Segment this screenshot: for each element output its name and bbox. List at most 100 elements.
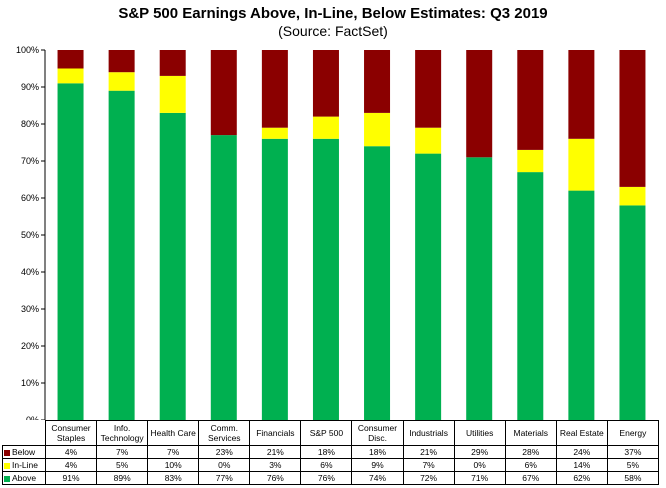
bar-above <box>108 90 135 420</box>
y-tick-label: 0% <box>26 415 39 420</box>
series-name: In-Line <box>12 460 38 470</box>
bar-inline <box>415 127 442 154</box>
bar-inline <box>261 127 288 139</box>
y-axis: 0% 10% 20% 30% 40% 50% 60% 70% 80% 90% 100% <box>16 45 46 420</box>
data-label: 18% <box>351 445 404 459</box>
bar-inline <box>619 186 646 206</box>
data-label: 21% <box>402 445 455 459</box>
data-label: 37% <box>606 445 659 459</box>
bar-inline <box>159 75 186 113</box>
table-row-below: Below 4% 7% 7% 23% 21% 18% 18% 21% 29% 28% 24% 37% <box>2 445 659 459</box>
category-label: Utilities <box>453 420 506 446</box>
y-tick-label: 50% <box>21 230 39 240</box>
bar-below <box>568 50 595 139</box>
bar-above <box>364 146 391 420</box>
data-label: 83% <box>147 471 200 485</box>
table-row-inline: In-Line 4% 5% 10% 0% 3% 6% 9% 7% 0% 6% 14% 5% <box>2 458 659 472</box>
y-tick-label: 40% <box>21 267 39 277</box>
data-label: 14% <box>555 458 608 472</box>
data-label: 5% <box>96 458 149 472</box>
category-label: S&P 500 <box>300 420 353 446</box>
category-label: Real Estate <box>555 420 608 446</box>
data-label: 3% <box>249 458 302 472</box>
y-tick-label: 80% <box>21 119 39 129</box>
y-tick-label: 60% <box>21 193 39 203</box>
bar-inline <box>568 138 595 191</box>
data-label: 62% <box>555 471 608 485</box>
bar-below <box>210 50 237 136</box>
bar-below <box>57 50 84 69</box>
data-label: 7% <box>147 445 200 459</box>
category-label: Materials <box>504 420 557 446</box>
bar-above <box>517 172 544 420</box>
bar-inline <box>517 149 544 173</box>
legend-swatch <box>4 449 10 456</box>
chart-title: S&P 500 Earnings Above, In-Line, Below E… <box>118 5 548 22</box>
data-label: 67% <box>504 471 557 485</box>
data-label: 72% <box>402 471 455 485</box>
y-tick-label: 70% <box>21 156 39 166</box>
data-label: 6% <box>504 458 557 472</box>
bar-below <box>466 50 493 158</box>
data-label: 0% <box>453 458 506 472</box>
table-row-above: Above 91% 89% 83% 77% 76% 76% 74% 72% 71% 67% 62% 58… <box>2 471 659 485</box>
category-label: Energy <box>606 420 659 446</box>
data-label: 74% <box>351 471 404 485</box>
data-label: 10% <box>147 458 200 472</box>
data-label: 24% <box>555 445 608 459</box>
category-label: Consumer Staples <box>44 420 98 446</box>
series-label: Above <box>2 471 46 485</box>
series-name: Below <box>12 447 36 457</box>
bar-below <box>517 50 544 150</box>
bar-below <box>159 50 186 76</box>
y-tick-label: 10% <box>21 378 39 388</box>
bar-below <box>619 50 646 187</box>
data-label: 23% <box>198 445 251 459</box>
data-label: 76% <box>300 471 353 485</box>
y-tick-label: 100% <box>16 45 39 55</box>
bar-above <box>57 83 84 420</box>
chart-subtitle: (Source: FactSet) <box>278 23 388 39</box>
data-label: 91% <box>44 471 98 485</box>
data-label: 29% <box>453 445 506 459</box>
data-label: 5% <box>606 458 659 472</box>
bar-above <box>159 112 186 420</box>
data-label: 7% <box>96 445 149 459</box>
y-tick-label: 20% <box>21 341 39 351</box>
data-label: 21% <box>249 445 302 459</box>
bar-above <box>415 153 442 420</box>
category-label: Financials <box>249 420 302 446</box>
series-name: Above <box>12 473 37 483</box>
bar-above <box>568 190 595 420</box>
bar-below <box>415 50 442 128</box>
stacked-bar-chart: 0% 10% 20% 30% 40% 50% 60% 70% 80% 90% 100% <box>16 45 646 420</box>
data-label: 6% <box>300 458 353 472</box>
data-label: 77% <box>198 471 251 485</box>
bar-above <box>619 205 646 420</box>
bar-inline <box>57 68 84 84</box>
category-label: Info. Technology <box>96 420 149 446</box>
data-label: 4% <box>44 458 98 472</box>
legend-swatch <box>4 475 10 482</box>
data-label: 76% <box>249 471 302 485</box>
bar-above <box>210 135 237 420</box>
data-label: 9% <box>351 458 404 472</box>
bar-below <box>108 50 135 73</box>
legend-swatch <box>4 462 10 469</box>
bar-above <box>466 157 493 420</box>
bar-group <box>57 50 646 420</box>
data-label: 28% <box>504 445 557 459</box>
data-label: 58% <box>606 471 659 485</box>
category-label: Consumer Disc. <box>351 420 404 446</box>
series-label: In-Line <box>2 458 46 472</box>
data-label: 71% <box>453 471 506 485</box>
bar-below <box>261 50 288 128</box>
table-corner-cell <box>2 420 46 446</box>
data-label: 89% <box>96 471 149 485</box>
bar-inline <box>312 116 339 139</box>
data-label: 4% <box>44 445 98 459</box>
bar-above <box>261 138 288 420</box>
data-label: 18% <box>300 445 353 459</box>
data-table: Consumer Staples Info. Technology Health C… <box>2 420 659 485</box>
y-tick-label: 90% <box>21 82 39 92</box>
